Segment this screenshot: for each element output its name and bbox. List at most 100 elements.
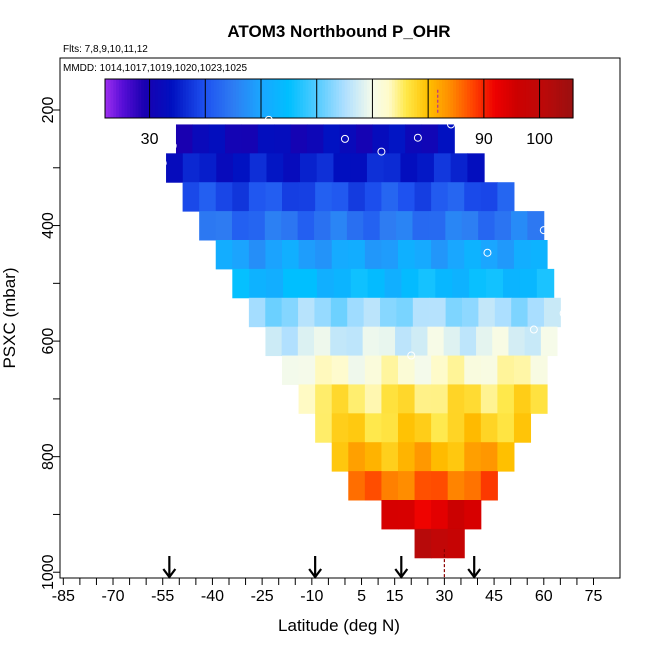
heatmap-cell xyxy=(381,355,399,385)
heatmap-cell xyxy=(464,355,482,385)
colorbar-segment xyxy=(219,79,223,118)
heatmap-cell xyxy=(379,211,397,241)
colorbar-segment xyxy=(194,79,198,118)
colorbar-segment xyxy=(283,79,287,118)
colorbar-segment xyxy=(277,79,282,118)
colorbar-segment xyxy=(517,79,521,118)
colorbar-segment xyxy=(514,79,518,118)
colorbar-segment xyxy=(255,79,259,118)
colorbar-segment xyxy=(258,79,262,118)
colorbar-tick-label: 30 xyxy=(141,131,159,148)
heatmap-cell xyxy=(397,355,416,385)
colorbar-segment xyxy=(116,79,120,118)
heatmap-cell xyxy=(431,471,449,501)
heatmap-cell xyxy=(297,211,315,241)
y-axis: 200 400 600 800 1000 xyxy=(40,97,60,590)
colorbar-segment xyxy=(422,79,426,118)
heatmap-cell xyxy=(381,182,399,212)
y-tick-label: 1000 xyxy=(40,554,57,590)
colorbar-segment xyxy=(202,79,206,118)
heatmap-cell xyxy=(411,326,428,357)
heatmap-cell xyxy=(315,413,333,443)
colorbar-segment xyxy=(545,79,549,118)
dates-label: MMDD: 1014,1017,1019,1020,1023,1025 xyxy=(63,63,247,74)
heatmap-cell xyxy=(266,153,284,183)
colorbar-segment xyxy=(105,79,109,118)
heatmap-cell xyxy=(397,240,416,270)
heatmap-cell xyxy=(282,182,300,212)
heatmap-cell xyxy=(414,471,432,501)
colorbar-segment xyxy=(508,79,513,118)
heatmap-cell xyxy=(314,211,331,241)
heatmap-cell xyxy=(447,240,465,270)
heatmap-cell xyxy=(298,297,315,328)
heatmap-cell xyxy=(381,471,399,501)
colorbar-segment xyxy=(364,79,368,118)
x-tick-label: 30 xyxy=(435,588,453,605)
heatmap-cell xyxy=(314,326,331,357)
heatmap-cell xyxy=(330,326,347,357)
colorbar-segment xyxy=(222,79,226,118)
heatmap-cell xyxy=(497,442,515,472)
colorbar-tick-label: 100 xyxy=(526,131,553,148)
heatmap-cell xyxy=(397,182,416,212)
colorbar-segment xyxy=(347,79,351,118)
heatmap-cell xyxy=(469,268,487,299)
heatmap-cell xyxy=(480,182,498,212)
colorbar-segment xyxy=(311,79,315,118)
colorbar-segment xyxy=(291,79,296,118)
colorbar-segment xyxy=(389,79,393,118)
heatmap-cell xyxy=(431,240,449,270)
colorbar-segment xyxy=(160,79,165,118)
colorbar-segment xyxy=(511,79,516,118)
colorbar-segment xyxy=(180,79,184,118)
heatmap-cell xyxy=(216,153,234,183)
colorbar-segment xyxy=(297,79,301,118)
heatmap-cell xyxy=(412,297,430,328)
heatmap-cell xyxy=(316,268,335,299)
heatmap-cell xyxy=(395,326,412,357)
x-tick-label: 75 xyxy=(585,588,603,605)
colorbar-segment xyxy=(188,79,192,118)
colorbar-segment xyxy=(121,79,126,118)
heatmap-cell xyxy=(511,297,529,328)
heatmap-cell xyxy=(232,268,250,299)
colorbar-segment xyxy=(411,79,415,118)
heatmap-cell xyxy=(315,182,333,212)
heatmap-cell xyxy=(283,153,301,183)
colorbar-segment xyxy=(177,79,181,118)
colorbar-segment xyxy=(405,79,410,118)
heatmap-cell xyxy=(364,442,382,472)
colorbar-segment xyxy=(266,79,270,118)
heatmap-cell xyxy=(372,124,390,154)
heatmap-cell xyxy=(397,500,416,530)
heatmap-cell xyxy=(265,182,283,212)
heatmap-cell xyxy=(447,528,465,559)
heatmap-cell xyxy=(428,211,446,241)
heatmap-cell xyxy=(497,182,515,212)
heatmap-cell xyxy=(447,442,465,472)
heatmap-cell xyxy=(381,500,399,530)
heatmap-cell xyxy=(199,153,217,183)
heatmap-cell xyxy=(480,355,498,385)
heatmap-cell xyxy=(417,153,435,183)
heatmap-cell xyxy=(400,153,418,183)
heatmap-cell xyxy=(530,384,548,414)
heatmap-cell xyxy=(315,355,333,385)
heatmap-cell xyxy=(433,153,452,183)
heatmap-cell xyxy=(480,413,498,443)
heatmap-cell xyxy=(350,268,369,299)
colorbar-segment xyxy=(333,79,337,118)
heatmap-cell xyxy=(257,124,275,154)
colorbar-segment xyxy=(316,79,321,118)
colorbar-segment xyxy=(183,79,187,118)
heatmap-cell xyxy=(401,268,419,299)
heatmap-cell xyxy=(215,211,233,241)
heatmap-cell xyxy=(502,268,521,299)
colorbar-segment xyxy=(325,79,329,118)
heatmap-cell xyxy=(414,355,432,385)
colorbar-segment xyxy=(322,79,326,118)
heatmap-cell xyxy=(348,384,366,414)
colorbar-segment xyxy=(286,79,290,118)
heatmap-cell xyxy=(299,268,318,299)
